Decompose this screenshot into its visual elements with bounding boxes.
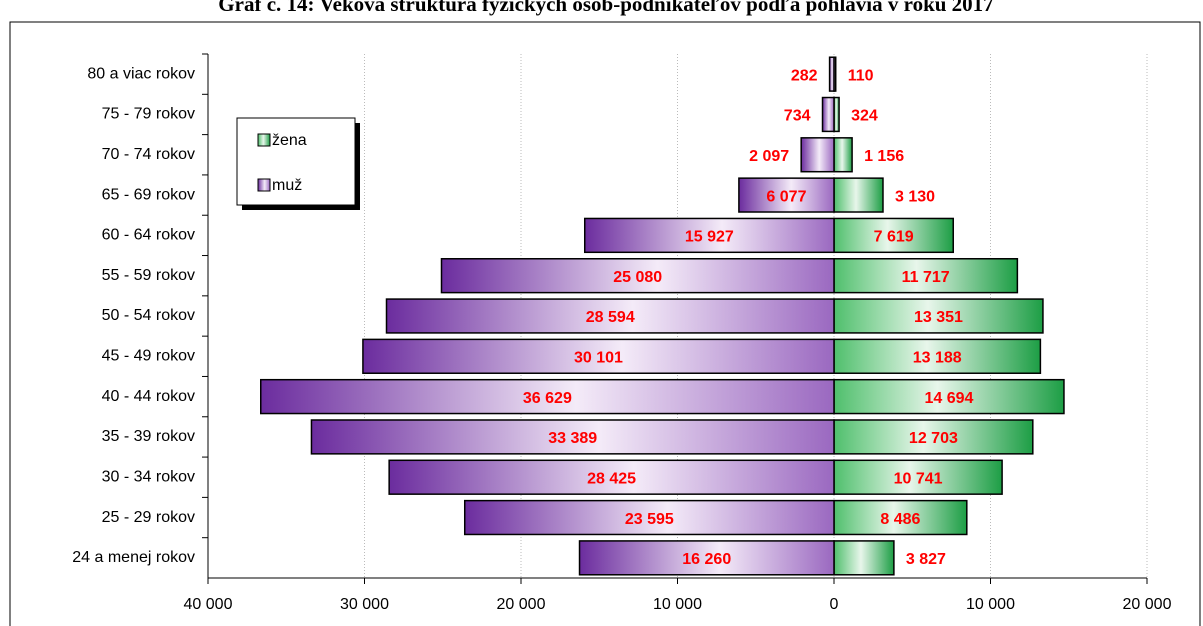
value-label: 2 097	[749, 148, 789, 165]
value-label: 36 629	[523, 390, 572, 407]
bar	[385, 298, 835, 334]
bar	[583, 217, 835, 254]
legend	[236, 117, 356, 206]
legend-swatch	[257, 133, 271, 147]
frame	[9, 21, 1201, 626]
bar	[310, 419, 835, 455]
y-tick-label: 65 - 69 rokov	[102, 186, 195, 203]
x-tick-label: 30 000	[340, 596, 389, 613]
bar	[833, 540, 895, 576]
y-tick-label: 55 - 59 rokov	[102, 267, 195, 284]
y-tick-label: 75 - 79 rokov	[102, 106, 195, 123]
value-label: 15 927	[685, 229, 734, 246]
y-tick-label: 45 - 49 rokov	[102, 348, 195, 365]
value-label: 6 077	[766, 188, 806, 205]
value-label: 12 703	[909, 430, 958, 447]
value-label: 282	[791, 67, 818, 84]
x-tick-label: 0	[830, 596, 839, 613]
y-tick-label: 30 - 34 rokov	[102, 468, 195, 485]
value-label: 16 260	[682, 551, 731, 568]
bar	[260, 378, 835, 415]
bar	[362, 338, 835, 374]
bar	[578, 540, 835, 576]
y-tick-label: 40 - 44 rokov	[102, 388, 195, 405]
bar	[440, 258, 835, 294]
bar	[833, 419, 1034, 455]
y-tick-label: 35 - 39 rokov	[102, 428, 195, 445]
y-tick-label: 60 - 64 rokov	[102, 227, 195, 244]
bar	[821, 96, 835, 133]
value-label: 7 619	[874, 229, 914, 246]
value-label: 13 351	[914, 309, 963, 326]
value-label: 13 188	[913, 350, 962, 367]
bar	[833, 137, 853, 173]
bar	[833, 96, 840, 133]
value-label: 324	[851, 108, 878, 125]
bar	[828, 56, 835, 92]
bar	[833, 177, 884, 213]
y-tick-label: 25 - 29 rokov	[102, 509, 195, 526]
y-tick-label: 50 - 54 rokov	[102, 307, 195, 324]
bar	[833, 338, 1042, 374]
x-tick-label: 20 000	[497, 596, 546, 613]
x-tick-label: 20 000	[1123, 596, 1172, 613]
value-label: 110	[848, 67, 874, 84]
value-label: 33 389	[548, 430, 597, 447]
bar	[833, 217, 954, 254]
value-label: 14 694	[925, 390, 974, 407]
x-tick-label: 10 000	[966, 596, 1015, 613]
value-label: 30 101	[574, 350, 623, 367]
value-label: 25 080	[613, 269, 662, 286]
bar	[738, 177, 835, 213]
chart-title: Graf č. 14: Veková štruktúra fyzických o…	[218, 0, 993, 16]
bar	[833, 499, 968, 536]
legend-label: žena	[272, 132, 307, 149]
legend-label: muž	[272, 177, 302, 194]
y-tick-label: 70 - 74 rokov	[102, 146, 195, 163]
value-label: 28 594	[586, 309, 635, 326]
value-label: 23 595	[625, 511, 674, 528]
bar	[833, 258, 1019, 294]
legend-swatch	[257, 178, 271, 192]
bar	[833, 459, 1003, 495]
x-tick-label: 40 000	[184, 596, 233, 613]
x-tick-label: 10 000	[653, 596, 702, 613]
y-tick-label: 24 a menej rokov	[72, 549, 195, 566]
value-label: 11 717	[902, 269, 950, 286]
value-label: 3 827	[906, 551, 946, 568]
bar	[833, 378, 1065, 415]
y-tick-label: 80 a viac rokov	[87, 65, 195, 82]
value-label: 734	[784, 108, 811, 125]
bar	[388, 459, 835, 495]
bar	[463, 499, 835, 536]
value-label: 3 130	[895, 188, 935, 205]
value-label: 1 156	[864, 148, 904, 165]
value-label: 28 425	[587, 470, 636, 487]
bar	[800, 137, 835, 173]
value-label: 8 486	[880, 511, 920, 528]
value-label: 10 741	[894, 470, 943, 487]
